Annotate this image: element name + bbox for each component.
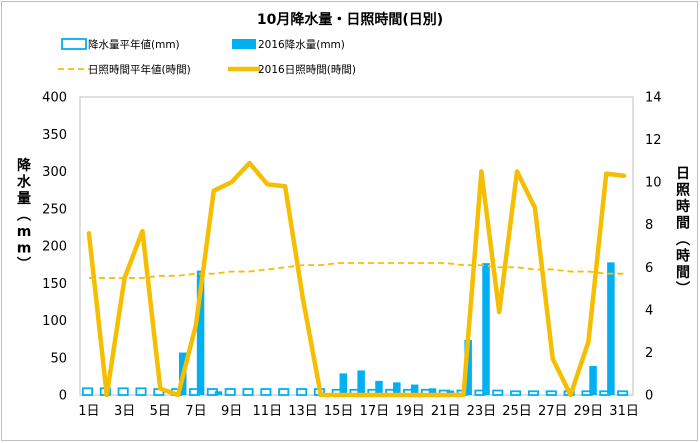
x-tick-label: 31日: [609, 404, 639, 419]
x-tick-label: 9日: [221, 404, 242, 419]
x-tick-label: 15日: [324, 404, 354, 419]
rainfall-2016-bar: [393, 382, 401, 395]
y-tick-label: 400: [42, 91, 67, 106]
y-axis-label: 降水量︵ m m ︶: [16, 157, 32, 273]
x-tick-label: 21日: [431, 404, 461, 419]
legend-swatch-rainfall-2016: [232, 39, 256, 49]
normal-rainfall-bar: [617, 390, 629, 396]
y2-tick-label: 12: [645, 133, 662, 148]
y-tick-label: 300: [42, 165, 67, 180]
rainfall-2016-bar: [196, 270, 205, 395]
y-axis-title: 降水量︵ m m ︶: [16, 157, 32, 273]
rainfall-2016-bar: [464, 339, 472, 395]
y-tick-label: 200: [42, 240, 67, 255]
rainfall-2016-bar: [607, 262, 615, 395]
x-tick-label: 7日: [185, 404, 206, 419]
x-tick-label: 1日: [78, 404, 99, 419]
rainfall-2016-bar: [357, 370, 365, 395]
y2-tick-label: 10: [645, 176, 662, 191]
y-tick-label: 250: [42, 202, 67, 217]
sunshine-2016-line: [86, 160, 627, 398]
legend-label: 日照時間平年値(時間): [88, 63, 191, 76]
normal-rainfall-bar: [81, 387, 94, 396]
normal-rainfall-bar: [278, 388, 290, 396]
y-tick-label: 0: [59, 389, 67, 404]
normal-rainfall-bar: [117, 387, 129, 396]
x-tick-label: 19日: [395, 404, 425, 419]
rainfall-2016-bar: [428, 388, 437, 395]
rainfall-2016-bar: [482, 263, 490, 395]
x-tick-label: 3日: [114, 404, 135, 419]
normal-rainfall-bar: [242, 388, 254, 396]
x-tick-label: 23日: [467, 404, 497, 419]
y-tick-label: 50: [50, 351, 67, 366]
x-tick-label: 27日: [538, 404, 568, 419]
legend-label: 降水量平年値(mm): [88, 38, 180, 51]
y-tick-label: 350: [42, 128, 67, 143]
normal-rainfall-bar: [492, 389, 504, 396]
normal-rainfall-bar: [224, 388, 236, 396]
normal-rainfall-bar: [296, 388, 308, 396]
y2-tick-label: 0: [645, 389, 653, 404]
x-tick-label: 5日: [150, 404, 171, 419]
y2-axis-title: 日照時間︵時間︶: [675, 166, 690, 298]
legend-swatch-normal-rainfall: [61, 38, 87, 50]
rainfall-2016-bar: [375, 380, 383, 395]
normal-rainfall-bar: [135, 387, 147, 396]
x-tick-label: 13日: [288, 404, 318, 419]
left-axis: 0 50 100 150 200 250 300 350 400: [42, 91, 67, 404]
y-tick-label: 100: [42, 314, 67, 329]
x-tick-label: 25日: [502, 404, 532, 419]
y2-tick-label: 8: [645, 218, 653, 233]
y2-tick-label: 4: [645, 303, 653, 318]
normal-rainfall-bar: [260, 388, 272, 396]
right-axis: 0 2 4 6 8 10 12 14: [645, 91, 662, 404]
x-tick-label: 17日: [360, 404, 390, 419]
rainfall-2016-bar: [214, 391, 223, 395]
x-tick-label: 29日: [574, 404, 604, 419]
normal-rainfall-bar: [545, 390, 557, 396]
x-tick-label: 11日: [253, 404, 283, 419]
legend: 降水量平年値(mm) 2016降水量(mm) 日照時間平年値(時間) 2016日照時間…: [58, 38, 356, 76]
y2-axis-label: 日照時間︵時間︶: [675, 166, 690, 298]
y2-tick-label: 14: [645, 91, 662, 106]
rainfall-2016-bar: [589, 365, 597, 395]
y2-tick-label: 6: [645, 261, 653, 276]
sunshine-2016-series: [86, 160, 627, 398]
rainfall-2016-bar: [410, 384, 419, 395]
rainfall-2016-bar: [339, 373, 348, 395]
chart-title: 10月降水量・日照時間(日別): [257, 11, 443, 28]
legend-label: 2016日照時間(時間): [258, 64, 356, 76]
y-tick-label: 150: [42, 277, 67, 292]
legend-label: 2016降水量(mm): [258, 38, 345, 51]
normal-rainfall-bar: [510, 390, 522, 396]
y2-tick-label: 2: [645, 346, 653, 361]
normal-rainfall-bar: [527, 390, 539, 396]
x-axis: 1日 3日 5日 7日 9日 11日 13日 15日 17日 19日 21日 23日 25日 27日 29日…: [78, 404, 639, 419]
